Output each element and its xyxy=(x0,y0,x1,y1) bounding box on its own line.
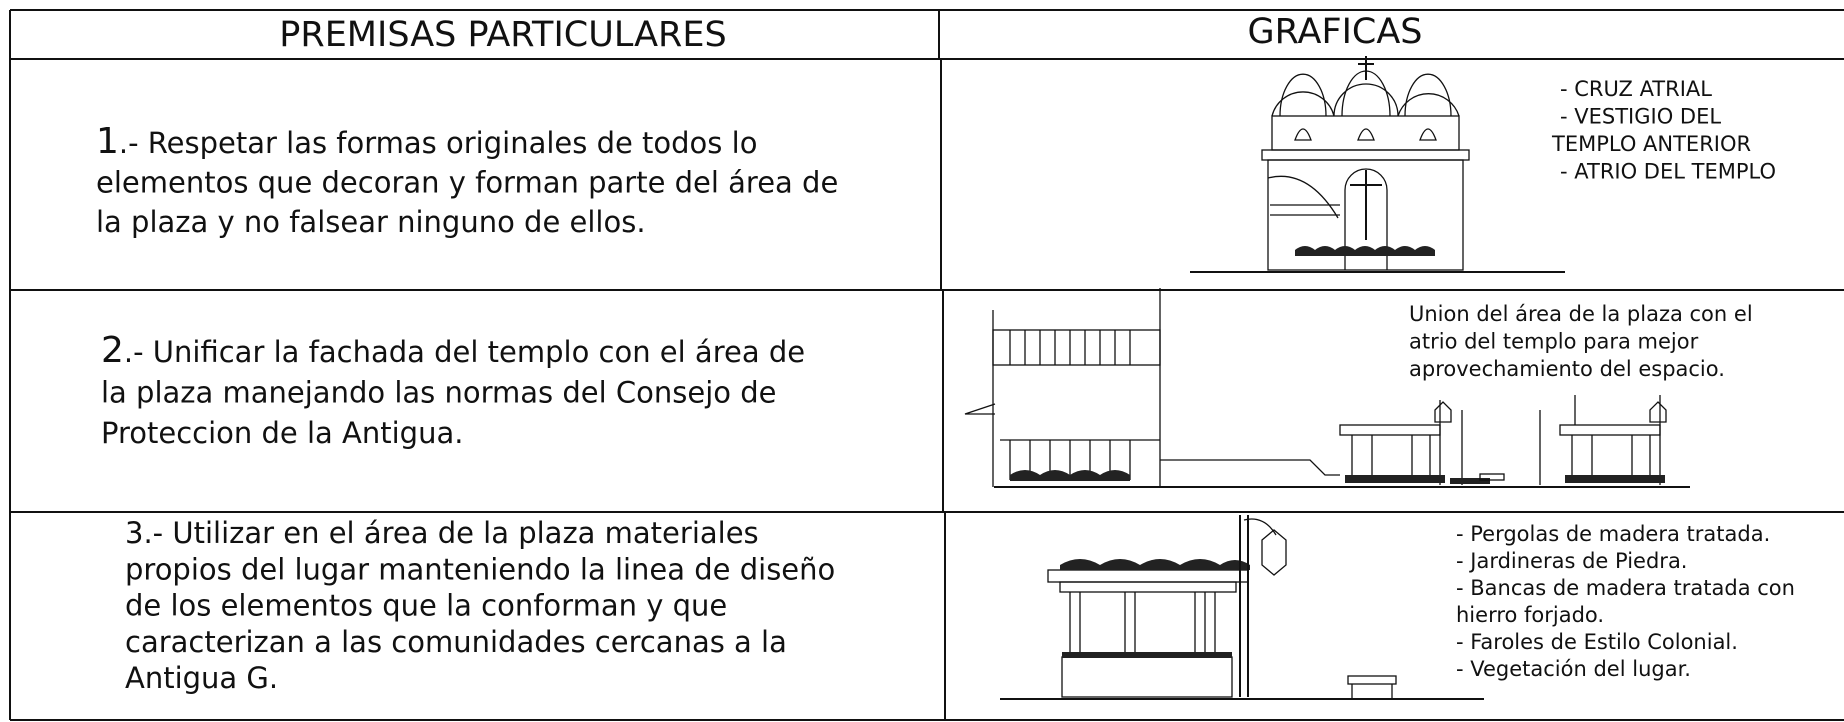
premise-text: la plaza y no falsear ninguno de ellos. xyxy=(96,205,646,239)
graphic-note: - Jardineras de Piedra. xyxy=(1456,549,1687,573)
premise-text: propios del lugar manteniendo la linea d… xyxy=(125,552,835,586)
graphic-note: Union del área de la plaza con el xyxy=(1409,302,1753,326)
premise-text: de los elementos que la conforman y que xyxy=(125,589,727,623)
graphic-note: aprovechamiento del espacio. xyxy=(1409,357,1725,381)
column-header: GRAFICAS xyxy=(1247,12,1422,52)
column-header: PREMISAS PARTICULARES xyxy=(279,15,726,55)
rows: 1.- Respetar las formas originales de to… xyxy=(96,77,1795,695)
premise-text: Proteccion de la Antigua. xyxy=(101,416,463,450)
premise-text: caracterizan a las comunidades cercanas … xyxy=(125,625,787,659)
plaza-drawing xyxy=(964,288,1690,488)
premise-text: Antigua G. xyxy=(125,661,278,695)
premise-text: la plaza manejando las normas del Consej… xyxy=(101,376,776,410)
premise-number: 1 xyxy=(96,121,119,162)
premise-line: .- Utilizar en el área de la plaza mater… xyxy=(143,516,758,550)
premise-text: 3.- Utilizar en el área de la plaza mate… xyxy=(125,516,759,550)
graphic-note: - Pergolas de madera tratada. xyxy=(1456,522,1770,546)
premise-text: 1.- Respetar las formas originales de to… xyxy=(96,121,757,162)
premise-number: 3 xyxy=(125,516,143,550)
premise-number: 2 xyxy=(101,330,124,371)
graphic-note: atrio del templo para mejor xyxy=(1409,330,1699,354)
graphic-note: - Vegetación del lugar. xyxy=(1456,657,1691,681)
pergola-drawing xyxy=(1000,515,1484,700)
graphic-note: hierro forjado. xyxy=(1456,603,1604,627)
graphic-note: - CRUZ ATRIAL xyxy=(1560,77,1712,101)
premise-line: .- Unificar la fachada del templo con el… xyxy=(124,335,805,369)
church-drawing xyxy=(1190,56,1565,273)
graphic-note: TEMPLO ANTERIOR xyxy=(1551,132,1751,156)
graphic-note: - VESTIGIO DEL xyxy=(1560,105,1721,129)
graphic-note: - ATRIO DEL TEMPLO xyxy=(1560,160,1776,184)
table-grid xyxy=(9,9,1844,721)
graphic-note: - Bancas de madera tratada con xyxy=(1456,576,1795,600)
premise-text: 2.- Unificar la fachada del templo con e… xyxy=(101,330,805,371)
premise-text: elementos que decoran y forman parte del… xyxy=(96,166,838,200)
premise-line: .- Respetar las formas originales de tod… xyxy=(119,126,758,160)
graphic-note: - Faroles de Estilo Colonial. xyxy=(1456,630,1738,654)
